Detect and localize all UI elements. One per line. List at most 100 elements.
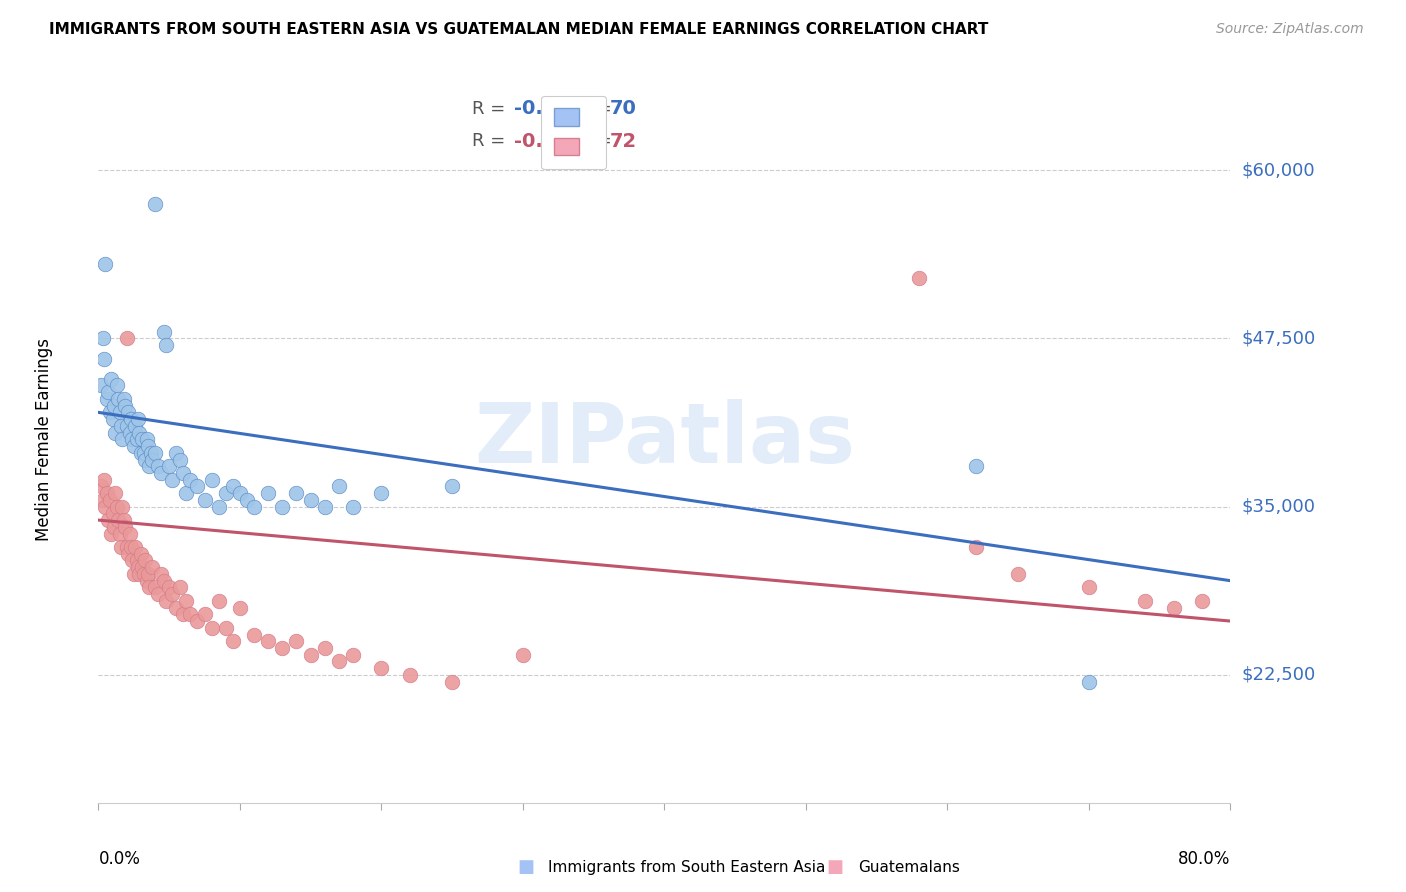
Point xyxy=(94,500,117,514)
Point xyxy=(115,418,138,433)
Point xyxy=(121,433,143,447)
Point xyxy=(152,574,174,588)
Point xyxy=(215,621,238,635)
Point xyxy=(104,486,127,500)
Point xyxy=(160,473,183,487)
Point xyxy=(193,492,215,507)
Point xyxy=(128,566,150,581)
Text: ■: ■ xyxy=(517,858,534,876)
Point xyxy=(115,540,138,554)
Text: IMMIGRANTS FROM SOUTH EASTERN ASIA VS GUATEMALAN MEDIAN FEMALE EARNINGS CORRELAT: IMMIGRANTS FROM SOUTH EASTERN ASIA VS GU… xyxy=(49,22,988,37)
Text: -0.430: -0.430 xyxy=(513,99,583,118)
Point xyxy=(157,581,180,595)
Point xyxy=(129,547,152,561)
Text: N =: N = xyxy=(565,100,617,118)
Point xyxy=(165,600,187,615)
Point xyxy=(143,446,166,460)
Point xyxy=(208,500,231,514)
Text: ■: ■ xyxy=(827,858,844,876)
Point xyxy=(91,492,114,507)
Point xyxy=(186,479,208,493)
Point xyxy=(90,479,112,493)
Point xyxy=(441,674,464,689)
Point xyxy=(104,425,127,440)
Point xyxy=(127,560,149,574)
Point xyxy=(174,594,197,608)
Point xyxy=(122,439,145,453)
Point xyxy=(1007,566,1029,581)
Text: Median Female Earnings: Median Female Earnings xyxy=(35,338,53,541)
Point xyxy=(208,594,231,608)
Point xyxy=(91,331,114,345)
Point xyxy=(512,648,534,662)
Point xyxy=(105,378,128,392)
Point xyxy=(271,500,294,514)
Point xyxy=(114,399,136,413)
Point xyxy=(146,459,169,474)
Point xyxy=(1077,581,1099,595)
Text: Guatemalans: Guatemalans xyxy=(858,860,959,874)
Point xyxy=(96,486,118,500)
Text: ZIPatlas: ZIPatlas xyxy=(474,399,855,480)
Point xyxy=(124,540,146,554)
Point xyxy=(111,500,134,514)
Point xyxy=(908,270,931,285)
Point xyxy=(100,372,122,386)
Point xyxy=(124,418,146,433)
Point xyxy=(115,331,138,345)
Point xyxy=(93,351,115,366)
Point xyxy=(1077,674,1099,689)
Point xyxy=(136,439,159,453)
Point xyxy=(342,500,364,514)
Point xyxy=(114,520,136,534)
Point xyxy=(131,433,153,447)
Point xyxy=(100,526,122,541)
Point xyxy=(398,668,420,682)
Point xyxy=(172,466,194,480)
Point xyxy=(98,405,121,419)
Point xyxy=(112,513,135,527)
Point xyxy=(134,553,156,567)
Point xyxy=(107,392,129,406)
Point xyxy=(121,553,143,567)
Text: $60,000: $60,000 xyxy=(1241,161,1315,179)
Point xyxy=(172,607,194,622)
Text: $35,000: $35,000 xyxy=(1241,498,1316,516)
Point xyxy=(101,507,124,521)
Point xyxy=(169,452,191,467)
Point xyxy=(1135,594,1157,608)
Point xyxy=(128,425,150,440)
Text: R =: R = xyxy=(472,100,510,118)
Point xyxy=(169,581,191,595)
Point xyxy=(103,520,125,534)
Point xyxy=(131,560,153,574)
Point xyxy=(108,526,131,541)
Point xyxy=(1191,594,1213,608)
Point xyxy=(243,627,266,641)
Text: 72: 72 xyxy=(610,132,637,151)
Point xyxy=(179,607,201,622)
Text: 80.0%: 80.0% xyxy=(1178,850,1230,868)
Point xyxy=(257,486,280,500)
Point xyxy=(149,566,172,581)
Point xyxy=(201,473,224,487)
Point xyxy=(152,325,174,339)
Point xyxy=(370,661,392,675)
Point xyxy=(96,392,118,406)
Point xyxy=(111,433,134,447)
Text: Immigrants from South Eastern Asia: Immigrants from South Eastern Asia xyxy=(548,860,825,874)
Point xyxy=(93,473,115,487)
Point xyxy=(328,655,350,669)
Point xyxy=(965,459,987,474)
Point xyxy=(193,607,215,622)
Point xyxy=(1163,600,1185,615)
Point xyxy=(132,566,155,581)
Point xyxy=(118,425,141,440)
Point xyxy=(129,446,152,460)
Point xyxy=(127,412,149,426)
Point xyxy=(118,526,141,541)
Point xyxy=(243,500,266,514)
Text: 70: 70 xyxy=(610,99,637,118)
Point xyxy=(117,405,139,419)
Point xyxy=(132,446,155,460)
